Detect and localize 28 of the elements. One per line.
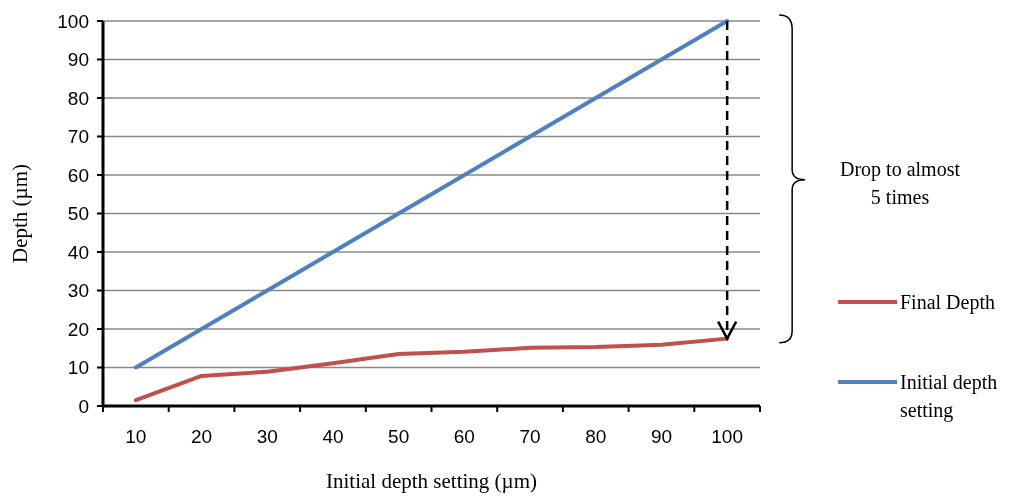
y-tick-label: 20 [67,318,89,340]
y-tick-label: 60 [67,164,89,186]
x-tick-label: 60 [453,426,475,447]
y-axis-title: Depth (µm) [8,164,32,263]
y-tick-label: 50 [67,203,89,225]
y-tick-label: 0 [78,395,89,417]
x-tick-label: 50 [388,426,410,447]
y-tick-label: 40 [67,241,89,263]
line-series [133,336,730,403]
x-tick-label: 100 [711,426,743,447]
y-tick-label: 30 [67,280,89,302]
x-tick-label: 30 [256,426,278,447]
x-tick-label: 20 [190,426,213,447]
x-tick-label: 40 [322,426,344,447]
x-tick-label: 90 [650,426,673,447]
x-tick-label: 10 [125,426,147,447]
x-tick-label: 80 [585,426,607,447]
text: Drop to almost 5 times [840,157,961,208]
line-series [133,19,730,370]
x-axis-title: Initial depth setting (µm) [326,469,537,493]
legend-label: Final Depth [900,291,995,314]
y-tick-label: 70 [67,126,89,148]
y-tick-label: 10 [67,357,89,379]
y-tick-label: 80 [67,87,89,109]
legend-label: Initial depth setting [900,371,998,422]
y-tick-label: 100 [57,10,89,32]
y-tick-label: 90 [67,49,89,71]
x-tick-label: 70 [519,426,541,447]
